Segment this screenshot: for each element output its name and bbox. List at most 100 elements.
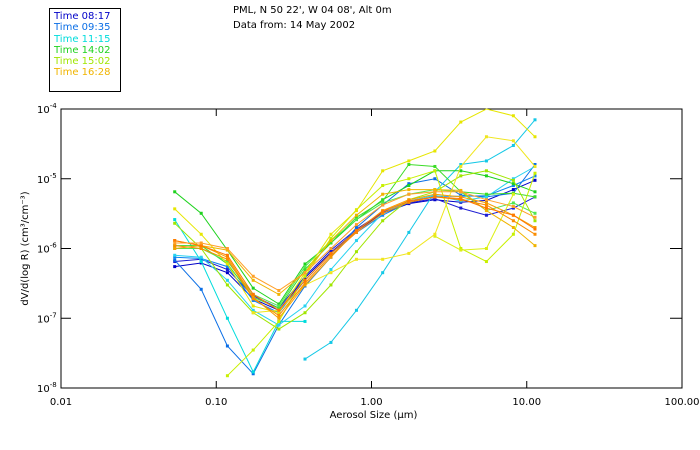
data-point	[251, 297, 255, 301]
data-point	[533, 227, 537, 231]
series-line	[174, 166, 536, 326]
data-point	[511, 178, 515, 182]
data-point	[459, 248, 463, 252]
header-location: PML, N 50 22', W 04 08', Alt 0m	[233, 5, 392, 16]
data-point	[251, 298, 255, 302]
data-point	[251, 274, 255, 278]
data-point	[381, 192, 385, 196]
data-point	[199, 255, 203, 259]
data-point	[251, 348, 255, 352]
data-point	[511, 206, 515, 210]
series-s14	[173, 108, 537, 315]
data-point	[329, 253, 333, 257]
data-point	[329, 340, 333, 344]
series-s9	[173, 163, 537, 310]
y-tick-label: 10-7	[37, 311, 57, 325]
data-point	[484, 260, 488, 264]
data-point	[354, 226, 358, 230]
data-point	[225, 271, 229, 275]
data-point	[251, 295, 255, 299]
y-tick-label: 10-5	[37, 172, 57, 186]
data-point	[303, 304, 307, 308]
data-point	[533, 171, 537, 175]
data-point	[511, 213, 515, 217]
data-point	[277, 302, 281, 306]
data-point	[354, 209, 358, 213]
data-point	[173, 190, 177, 194]
data-point	[225, 374, 229, 378]
legend-item: Time 16:28	[54, 67, 111, 79]
data-point	[407, 159, 411, 163]
data-point	[354, 223, 358, 227]
series-s7	[173, 164, 537, 327]
data-point	[173, 258, 177, 262]
data-point	[433, 195, 437, 199]
data-point	[303, 274, 307, 278]
legend-box: Time 08:17 Time 09:35 Time 11:15 Time 14:02…	[49, 8, 121, 92]
data-point	[433, 192, 437, 196]
data-point	[484, 206, 488, 210]
data-point	[511, 232, 515, 236]
data-point	[533, 118, 537, 122]
data-point	[354, 229, 358, 233]
data-point	[251, 292, 255, 296]
data-point	[533, 178, 537, 182]
data-point	[225, 316, 229, 320]
data-point	[329, 232, 333, 236]
series-s19	[173, 195, 537, 312]
data-point	[533, 174, 537, 178]
data-point	[533, 135, 537, 139]
data-point	[303, 281, 307, 285]
data-point	[251, 286, 255, 290]
data-point	[484, 203, 488, 207]
data-point	[511, 143, 515, 147]
data-point	[354, 213, 358, 217]
data-point	[381, 219, 385, 223]
data-point	[251, 372, 255, 376]
data-point	[329, 248, 333, 252]
data-point	[199, 247, 203, 250]
data-point	[173, 255, 177, 259]
series-layer	[173, 108, 537, 378]
plot-frame	[60, 108, 683, 389]
data-point	[484, 209, 488, 213]
data-point	[173, 218, 177, 222]
data-point	[225, 248, 229, 252]
data-point	[173, 247, 177, 250]
data-point	[225, 255, 229, 259]
data-point	[407, 182, 411, 186]
data-point	[459, 169, 463, 173]
data-point	[533, 164, 537, 168]
data-point	[303, 357, 307, 361]
data-point	[329, 247, 333, 250]
data-point	[173, 265, 177, 269]
data-point	[381, 211, 385, 215]
data-point	[459, 195, 463, 199]
data-point	[277, 327, 281, 331]
data-point	[225, 262, 229, 266]
data-point	[459, 197, 463, 201]
data-point	[511, 177, 515, 181]
data-point	[303, 276, 307, 280]
data-point	[433, 190, 437, 194]
data-point	[277, 323, 281, 327]
data-point	[354, 308, 358, 312]
data-point	[484, 135, 488, 139]
data-point	[173, 239, 177, 243]
data-point	[484, 198, 488, 202]
legend-item: Time 15:02	[54, 56, 111, 68]
data-point	[225, 260, 229, 264]
data-point	[173, 253, 177, 257]
data-point	[225, 267, 229, 271]
data-point	[459, 120, 463, 124]
data-point	[354, 215, 358, 219]
data-point	[303, 267, 307, 271]
data-point	[533, 163, 537, 167]
series-line	[174, 179, 536, 311]
data-point	[277, 288, 281, 292]
data-point	[277, 304, 281, 308]
data-point	[459, 174, 463, 178]
series-line	[304, 119, 536, 360]
data-point	[511, 139, 515, 143]
data-point	[407, 188, 411, 192]
